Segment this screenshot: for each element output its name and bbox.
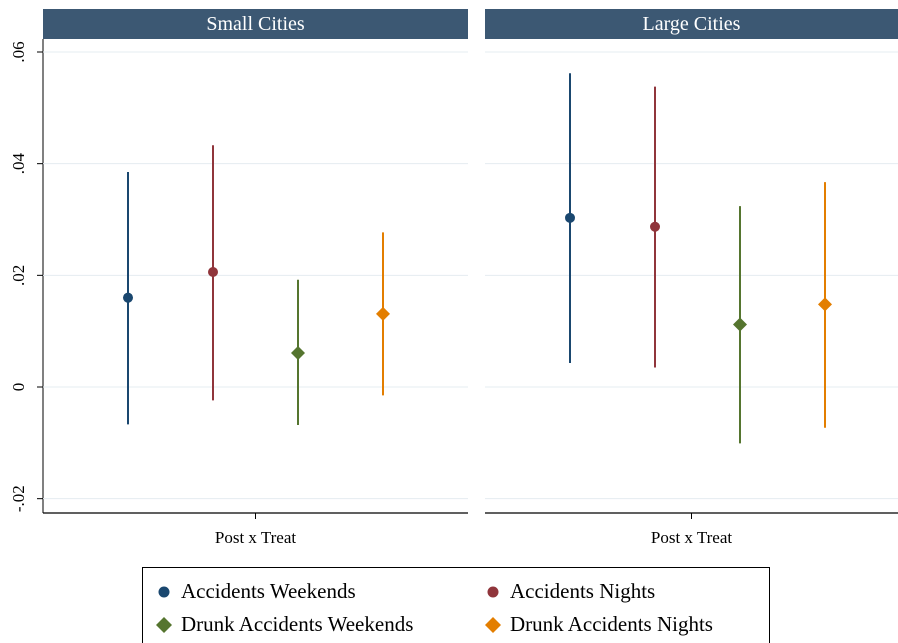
x-axis-label: Post x Treat [215, 528, 297, 547]
legend-item-accidents-weekends: Accidents Weekends [155, 579, 356, 604]
point-estimate [565, 212, 575, 223]
point-estimate [123, 292, 133, 303]
legend-item-accidents-nights: Accidents Nights [484, 579, 655, 604]
legend-item-drunk-accidents-weekends: Drunk Accidents Weekends [155, 612, 413, 637]
legend-label: Drunk Accidents Nights [510, 612, 713, 636]
point-estimate [650, 221, 660, 232]
legend-item-drunk-accidents-nights: Drunk Accidents Nights [484, 612, 713, 637]
legend: Accidents Weekends Accidents Nights Drun… [142, 567, 770, 643]
y-tick-label: .06 [9, 41, 28, 62]
legend-marker-diamond-icon [484, 616, 502, 634]
y-tick-label: 0 [9, 383, 28, 392]
panel-header [485, 9, 898, 39]
legend-label: Drunk Accidents Weekends [181, 612, 414, 636]
point-estimate [376, 306, 390, 321]
y-tick-label: -.02 [9, 485, 28, 512]
legend-marker-diamond-icon [155, 616, 173, 634]
point-estimate [733, 317, 747, 332]
y-tick-label: .02 [9, 265, 28, 286]
y-tick-label: .04 [9, 153, 28, 175]
panel-title: Large Cities [643, 13, 741, 35]
legend-label: Accidents Nights [510, 579, 656, 603]
panel-title: Small Cities [206, 13, 305, 35]
point-estimate [818, 297, 832, 312]
panel-header [43, 9, 468, 39]
legend-marker-circle-icon [155, 583, 173, 601]
point-estimate [208, 266, 218, 277]
point-estimate [291, 345, 305, 360]
legend-label: Accidents Weekends [181, 579, 356, 603]
coefficient-chart: -.02 0 .02 .04 .06 Small Cities Post x Treat La… [9, 9, 898, 547]
x-axis-label: Post x Treat [651, 528, 733, 547]
legend-marker-circle-icon [484, 583, 502, 601]
